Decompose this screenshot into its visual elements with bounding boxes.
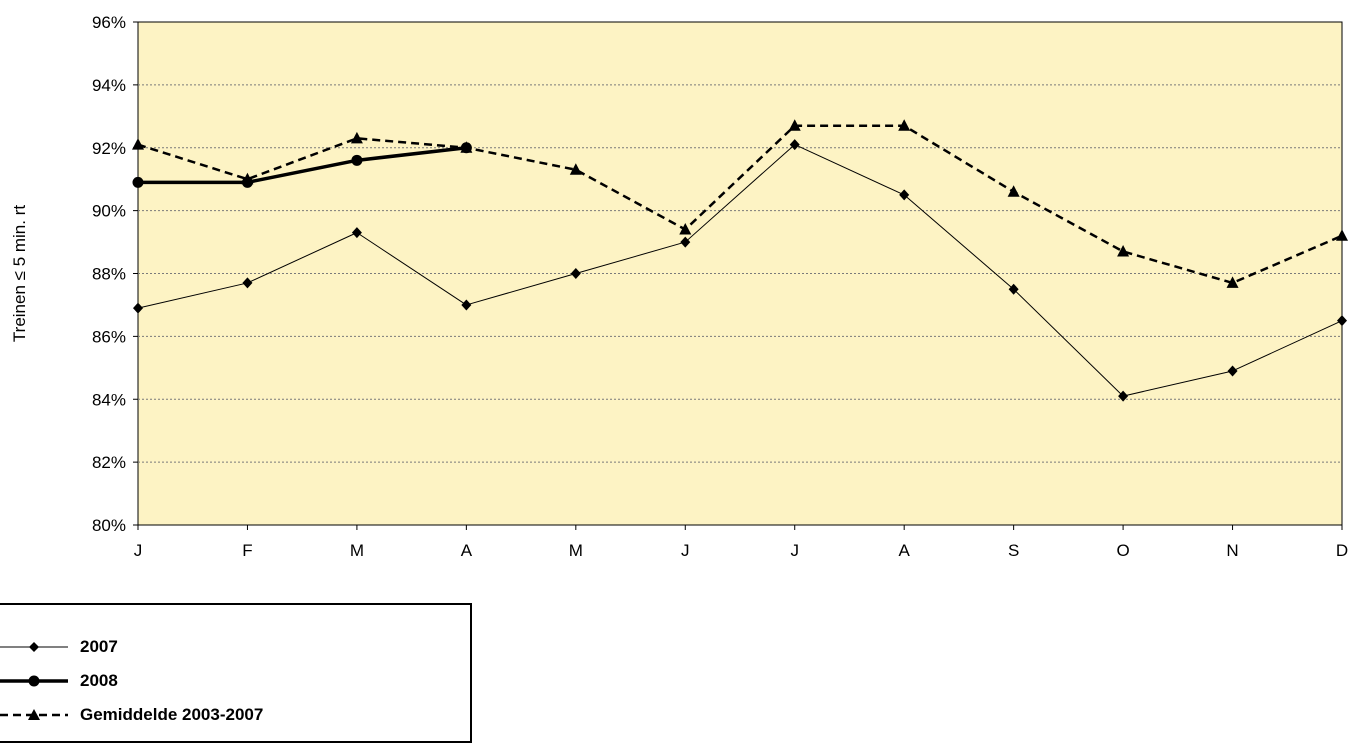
- x-tick-label: A: [899, 541, 911, 560]
- series-gemiddelde-2003-2007-line: [137, 124, 1343, 285]
- axes: 80% 82% 84% 86% 88% 90% 92% 94% 96% J F M A M J J A S O N D: [92, 13, 1348, 560]
- x-tick-label: M: [350, 541, 364, 560]
- series-2008-marker: [460, 142, 472, 154]
- legend-label-2008: 2008: [80, 671, 118, 690]
- series-group: [132, 119, 1348, 402]
- x-tick-label: A: [461, 541, 473, 560]
- series-gemiddelde-2003-2007-marker: [788, 119, 801, 131]
- series-gemiddelde-2003-2007-marker: [1007, 185, 1020, 197]
- y-tick-label: 80%: [92, 516, 126, 535]
- series-gemiddelde-2003-2007-marker: [679, 222, 692, 235]
- x-tick-label: F: [242, 541, 252, 560]
- y-tick-label: 90%: [92, 202, 126, 221]
- x-tick-label: J: [681, 541, 690, 560]
- series-2007-marker: [899, 189, 910, 201]
- series-gemiddelde-2003-2007-marker: [569, 163, 582, 175]
- series-gemiddelde-2003-2007-marker: [132, 138, 144, 150]
- series-gemiddelde-2003-2007-marker: [1117, 244, 1130, 257]
- legend: 2007 2008 Gemiddelde 2003-2007: [0, 603, 472, 743]
- series-2008-marker: [241, 176, 253, 188]
- legend-label-gemiddelde: Gemiddelde 2003-2007: [80, 705, 264, 724]
- series-2008-line: [138, 146, 467, 185]
- legend-label-2007: 2007: [80, 637, 118, 656]
- legend-swatch-2007: [0, 642, 68, 652]
- x-tick-label: J: [134, 541, 143, 560]
- y-tick-label: 94%: [92, 76, 126, 95]
- series-gemiddelde-2003-2007-marker: [1336, 229, 1348, 241]
- y-axis-label: Treinen ≤ 5 min. rt: [10, 205, 29, 342]
- series-gemiddelde-2003-2007-marker: [350, 131, 363, 144]
- series-2008: [132, 142, 472, 188]
- x-tick-label: M: [569, 541, 583, 560]
- series-gemiddelde-2003-2007-marker: [898, 119, 911, 131]
- legend-item-gemiddelde: Gemiddelde 2003-2007: [0, 701, 263, 729]
- legend-item-2008: 2008: [0, 667, 118, 695]
- y-tick-label: 88%: [92, 265, 126, 284]
- series-2007-marker: [1008, 283, 1019, 295]
- series-2007-marker: [680, 236, 691, 248]
- series-2008-marker: [132, 176, 144, 188]
- series-2007-marker: [1227, 365, 1238, 377]
- legend-swatch-gemiddelde: [0, 709, 68, 720]
- series-2007-marker: [461, 299, 472, 311]
- y-tick-label: 86%: [92, 327, 126, 346]
- series-gemiddelde-2003-2007-marker: [1226, 276, 1239, 288]
- gridlines: [138, 84, 1342, 463]
- x-tick-label: S: [1008, 541, 1019, 560]
- series-2008-marker: [351, 154, 363, 166]
- series-2007-marker: [133, 302, 143, 314]
- series-2007-marker: [570, 268, 581, 279]
- x-tick-label: J: [790, 541, 799, 560]
- series-2007-marker: [351, 227, 362, 239]
- y-tick-label: 84%: [92, 390, 126, 409]
- y-tick-label: 96%: [92, 13, 126, 32]
- x-tick-label: O: [1116, 541, 1129, 560]
- series-2007-marker: [789, 139, 800, 151]
- legend-swatch-2008: [0, 675, 68, 687]
- series-2007-marker: [1337, 315, 1347, 327]
- series-2007: [133, 139, 1347, 402]
- series-2007-line: [137, 144, 1343, 397]
- legend-item-2007: 2007: [0, 633, 118, 661]
- y-tick-label: 82%: [92, 453, 126, 472]
- series-2007-marker: [1118, 390, 1129, 402]
- x-tick-label: N: [1226, 541, 1238, 560]
- y-tick-label: 92%: [92, 139, 126, 158]
- line-chart: 80%82%84%86%88%90%92%94%96%J F M A M J J A S O N D …: [10, 13, 1348, 560]
- series-2007-marker: [242, 277, 253, 289]
- x-tick-label: D: [1336, 541, 1348, 560]
